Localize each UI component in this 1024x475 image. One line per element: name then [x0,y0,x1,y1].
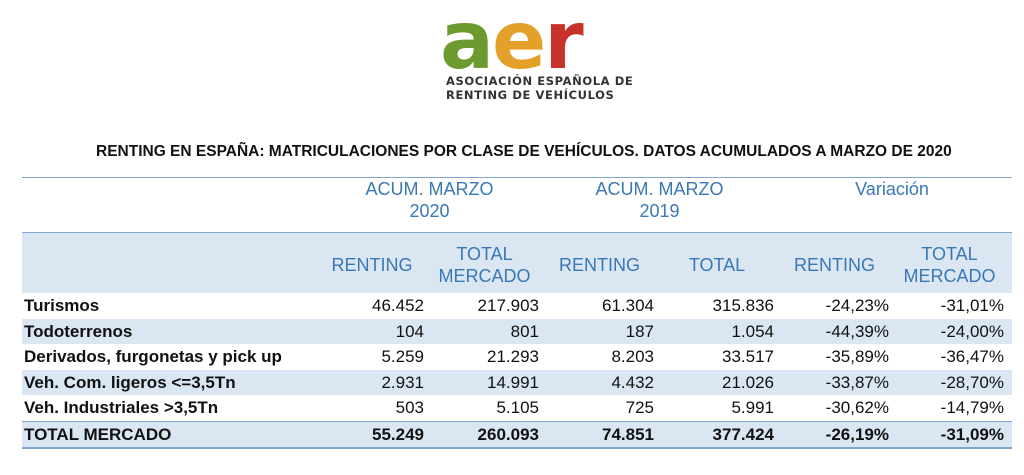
sub-header-renting-2020: RENTING [322,232,432,293]
row-value: 46.452 [372,296,424,316]
row-value: 187 [547,318,662,344]
sub-header-total-2019-text: TOTAL [688,255,746,275]
logo-letter-r: r [544,0,583,87]
row-value: -26,19% [782,421,897,448]
registrations-table: ACUM. MARZO 2020 ACUM. MARZO 2019 Variac… [22,177,1012,449]
logo-subtitle-line1: ASOCIACIÓN ESPAÑOLA DE [446,74,634,88]
row-label: Derivados, furgonetas y pick up [24,347,282,367]
row-value: 315.836 [712,296,774,316]
document-title: RENTING EN ESPAÑA: MATRICULACIONES POR C… [96,143,952,160]
row-value: -28,70% [897,369,1012,395]
row-value: -36,47% [940,347,1004,367]
row-value: 801 [432,318,547,344]
table-body: Turismos 46.452 217.903 61.304 315.836 -24,23… [22,293,1012,448]
row-value: -14,79% [940,398,1004,418]
row-value: -33,87% [782,369,897,395]
row-label: Todoterrenos [22,318,322,344]
sub-header-total-mercado-variacion-line2: MERCADO [903,266,996,286]
row-value: 21.026 [662,369,782,395]
sub-header-total-2019: TOTAL [662,232,782,293]
row-value: -35,89% [825,347,889,367]
logo-letter-e: e [491,0,546,87]
row-value: -24,23% [825,296,889,316]
sub-header-total-mercado-variacion: TOTAL MERCADO [897,232,1012,293]
group-header-2019: ACUM. MARZO 2019 [547,178,782,233]
row-value: 503 [395,398,424,418]
row-value: -30,62% [825,398,889,418]
row-label: Turismos [24,296,100,316]
row-value: -24,00% [897,318,1012,344]
logo-subtitle: ASOCIACIÓN ESPAÑOLA DE RENTING DE VEHÍCU… [446,74,634,102]
row-label: Veh. Com. ligeros <=3,5Tn [22,369,322,395]
row-value: 4.432 [547,369,662,395]
group-header-variacion: Variación [782,178,1012,233]
group-header-2020-line1: ACUM. MARZO [365,179,494,199]
row-value: 1.054 [662,318,782,344]
row-value: 104 [322,318,432,344]
row-value: 21.293 [487,347,539,367]
group-header-row: ACUM. MARZO 2020 ACUM. MARZO 2019 Variac… [22,177,1012,233]
row-value: -44,39% [782,318,897,344]
sub-header-row: RENTING TOTAL MERCADO RENTING TOTAL RENT… [22,232,1012,293]
row-value: 74.851 [547,421,662,448]
table-row: Turismos 46.452 217.903 61.304 315.836 -24,23… [22,293,1012,319]
sub-header-renting-2019-text: RENTING [559,255,640,275]
group-header-variacion-line1: Variación [855,179,929,199]
sub-header-renting-2019: RENTING [547,232,662,293]
row-value: 5.259 [381,347,424,367]
table-row: TOTAL MERCADO 55.249 260.093 74.851 377.424-… [22,421,1012,448]
row-value: 2.931 [322,369,432,395]
row-value: 260.093 [432,421,547,448]
sub-header-total-mercado-2020-line1: TOTAL [456,244,513,264]
row-label: TOTAL MERCADO [22,421,322,448]
sub-header-total-mercado-variacion-line1: TOTAL [921,244,978,264]
group-header-2020-line2: 2020 [409,201,450,221]
row-value: 5.105 [496,398,539,418]
row-value: 725 [625,398,654,418]
sub-header-renting-variacion-text: RENTING [794,255,875,275]
table-row: Veh. Industriales >3,5Tn 503 5.105 725 5.991… [22,395,1012,421]
group-header-empty [22,178,322,233]
table-row: Derivados, furgonetas y pick up 5.259 21.2… [22,344,1012,370]
row-value: -31,09% [897,421,1012,448]
row-value: 377.424 [662,421,782,448]
row-label: Veh. Industriales >3,5Tn [24,398,219,418]
row-value: 8.203 [611,347,654,367]
row-value: 33.517 [722,347,774,367]
row-value: 217.903 [477,296,539,316]
logo-letters: a e r [440,0,600,87]
aer-logo: a e r ASOCIACIÓN ESPAÑOLA DE RENTING DE … [440,0,633,104]
row-value: 14.991 [432,369,547,395]
sub-header-total-mercado-2020-line2: MERCADO [438,266,531,286]
row-value: -31,01% [940,296,1004,316]
row-value: 55.249 [322,421,432,448]
group-header-2020: ACUM. MARZO 2020 [322,178,547,233]
sub-header-renting-variacion: RENTING [782,232,897,293]
row-value: 61.304 [602,296,654,316]
row-value: 5.991 [731,398,774,418]
sub-header-total-mercado-2020: TOTAL MERCADO [432,232,547,293]
group-header-2019-line2: 2019 [639,201,680,221]
sub-header-renting-2020-text: RENTING [331,255,413,275]
logo-subtitle-line2: RENTING DE VEHÍCULOS [446,88,615,102]
logo-letter-a: a [440,0,494,87]
group-header-2019-line1: ACUM. MARZO [595,179,724,199]
table-row: Todoterrenos 104 801 187 1.054 -44,39% -24,00% [22,318,1012,344]
table-row: Veh. Com. ligeros <=3,5Tn 2.931 14.991 4.43… [22,369,1012,395]
sub-header-empty [22,232,322,293]
